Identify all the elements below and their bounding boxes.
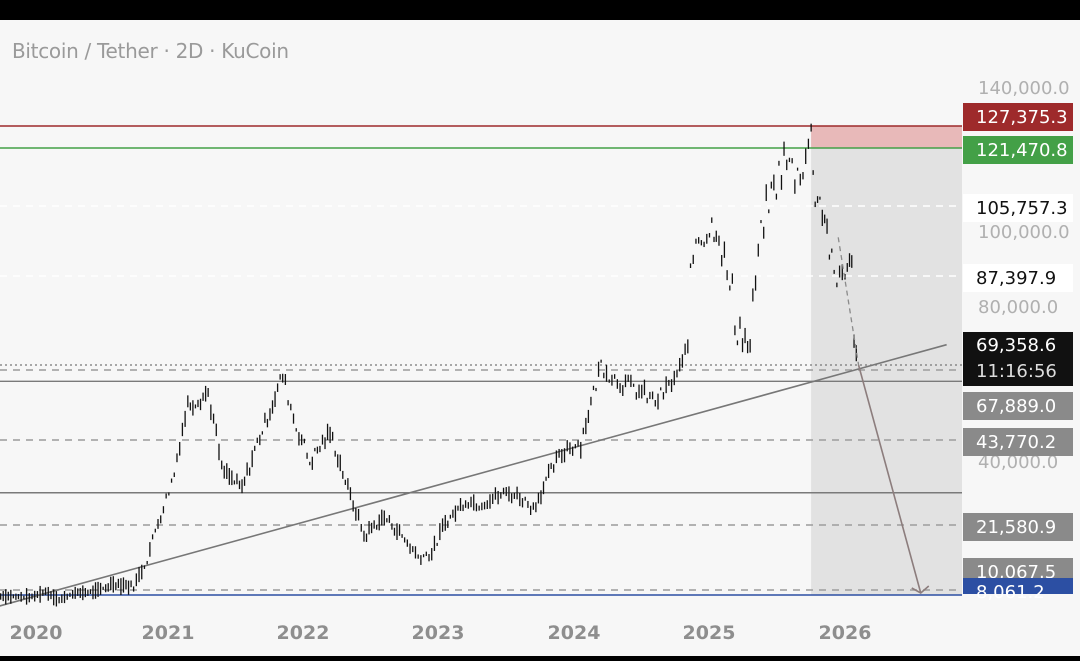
level-badge-1: 121,470.8 (963, 136, 1073, 164)
level-badge-bg-2 (963, 194, 1073, 222)
level-badge-bg-4 (963, 392, 1073, 420)
drop-path (837, 237, 860, 366)
y-tick-label-1: 100,000.0 (978, 222, 1070, 243)
level-badge-2: 105,757.3 (963, 194, 1073, 222)
level-badge-bg-0 (963, 103, 1073, 131)
level-badge-label-3: 87,397.9 (976, 268, 1056, 289)
risk-zone-shade (811, 126, 962, 148)
x-tick-label-5: 2025 (683, 622, 736, 644)
x-tick-label-3: 2023 (412, 622, 465, 644)
level-badge-label-0: 127,375.3 (976, 107, 1068, 128)
y-tick-label-2: 80,000.0 (978, 297, 1058, 318)
trendline (0, 343, 947, 607)
level-badge-5: 43,770.2 (963, 428, 1073, 456)
level-badge-bg-5 (963, 428, 1073, 456)
x-tick-label-4: 2024 (548, 622, 601, 644)
level-badge-4: 67,889.0 (963, 392, 1073, 420)
level-badge-bg-1 (963, 136, 1073, 164)
x-tick-label-6: 2026 (819, 622, 872, 644)
level-badge-label-7: 10,067.5 (976, 562, 1056, 583)
y-tick-label-0: 140,000.0 (978, 78, 1070, 99)
level-badge-label-1: 121,470.8 (976, 140, 1068, 161)
level-badge-label-6: 21,580.9 (976, 517, 1056, 538)
candles (0, 123, 857, 607)
projection-arrow-head (911, 585, 930, 594)
level-badge-0: 127,375.3 (963, 103, 1073, 131)
chart-title: Bitcoin / Tether · 2D · KuCoin (12, 39, 289, 63)
x-tick-label-0: 2020 (10, 622, 63, 644)
x-tick-label-1: 2021 (142, 622, 195, 644)
level-badge-bg-3 (963, 264, 1073, 292)
countdown-label: 11:16:56 (976, 361, 1057, 382)
level-badge-3: 87,397.9 (963, 264, 1073, 292)
y-tick-label-3: 40,000.0 (978, 452, 1058, 473)
x-tick-label-2: 2022 (277, 622, 330, 644)
level-badge-bg-8 (963, 578, 1073, 594)
level-badge-6: 21,580.9 (963, 513, 1073, 541)
current-price-badge: 69,358.6 11:16:56 (963, 332, 1073, 386)
level-badge-bg-6 (963, 513, 1073, 541)
level-badge-label-4: 67,889.0 (976, 396, 1056, 417)
level-badge-label-2: 105,757.3 (976, 198, 1068, 219)
projection-arrow-line (857, 364, 922, 594)
level-badge-label-5: 43,770.2 (976, 432, 1056, 453)
level-badge-8: 8,061.2 (963, 578, 1073, 603)
current-price-label: 69,358.6 (976, 335, 1056, 356)
chart-frame: Bitcoin / Tether · 2D · KuCoin 140,000.0… (0, 20, 1080, 656)
price-chart[interactable]: 140,000.0 100,000.0 80,000.0 40,000.0 127,37… (0, 20, 1080, 656)
current-price-badge-bg (963, 332, 1073, 386)
level-badge-label-8: 8,061.2 (976, 582, 1045, 603)
